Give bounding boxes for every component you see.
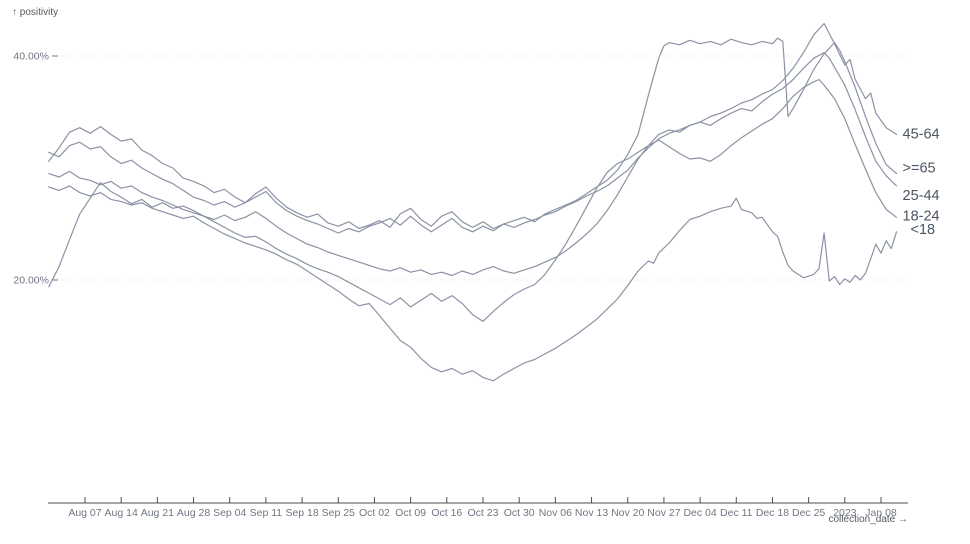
x-tick-label: Oct 30 bbox=[504, 507, 535, 519]
series-label-4564: 45-64 bbox=[903, 126, 940, 142]
x-tick-label: Oct 09 bbox=[395, 507, 426, 519]
x-tick-label: Dec 11 bbox=[720, 507, 753, 519]
x-tick-label: Oct 16 bbox=[431, 507, 462, 519]
x-tick-label: Aug 28 bbox=[177, 507, 210, 519]
x-tick-label: Dec 04 bbox=[683, 507, 716, 519]
x-tick-label: Jan 08 bbox=[865, 507, 897, 519]
x-tick-label: Aug 07 bbox=[68, 507, 101, 519]
series-label-2544: 25-44 bbox=[903, 188, 940, 204]
x-tick-label: Dec 18 bbox=[756, 507, 789, 519]
x-axis-title: collection_date → bbox=[828, 514, 909, 525]
x-tick-label: Sep 04 bbox=[213, 507, 246, 519]
series-label-1824: 18-24 bbox=[903, 208, 940, 224]
x-tick-label: Aug 21 bbox=[141, 507, 174, 519]
series-line-2544 bbox=[48, 51, 898, 277]
x-tick-label: Nov 27 bbox=[647, 507, 680, 519]
x-tick-label: Oct 23 bbox=[468, 507, 499, 519]
x-tick-label: Sep 25 bbox=[322, 507, 355, 519]
y-tick-label: 20.00% bbox=[13, 275, 49, 287]
x-tick-label: Sep 18 bbox=[285, 507, 318, 519]
series-label-18: <18 bbox=[911, 222, 936, 238]
series-line-65 bbox=[48, 37, 898, 234]
x-tick-label: Nov 13 bbox=[575, 507, 608, 519]
series-line-1824 bbox=[48, 78, 898, 322]
series-line-4564 bbox=[48, 22, 898, 230]
x-tick-label: Dec 25 bbox=[792, 507, 825, 519]
series-label-65: >=65 bbox=[903, 161, 936, 177]
x-tick-label: Aug 14 bbox=[105, 507, 138, 519]
series-line-18 bbox=[48, 185, 898, 382]
y-axis-title: ↑ positivity bbox=[12, 7, 59, 18]
x-tick-label: 2023 bbox=[833, 507, 857, 519]
y-tick-label: 40.00% bbox=[13, 51, 49, 63]
x-tick-label: Nov 06 bbox=[539, 507, 572, 519]
x-tick-label: Nov 20 bbox=[611, 507, 644, 519]
x-tick-label: Sep 11 bbox=[250, 507, 283, 519]
x-tick-label: Oct 02 bbox=[359, 507, 390, 519]
